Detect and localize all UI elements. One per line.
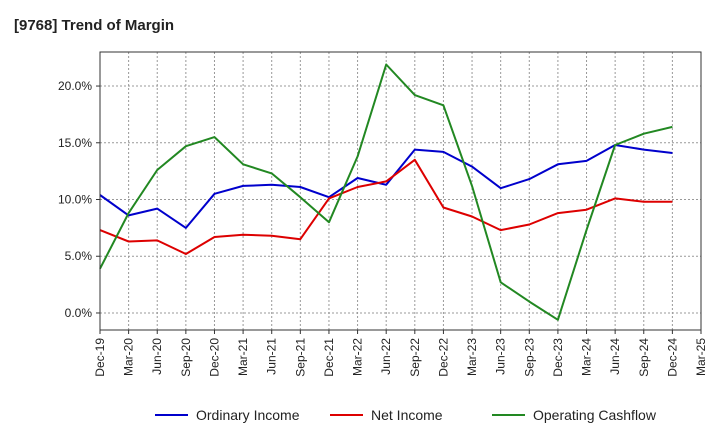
x-tick-label: Jun-23: [494, 338, 508, 375]
legend-label-operating-cashflow: Operating Cashflow: [533, 407, 657, 423]
x-tick-label: Jun-20: [150, 338, 164, 375]
x-tick-label: Sep-21: [293, 338, 307, 377]
x-axis-ticks: Dec-19 Mar-20 Jun-20 Sep-20 Dec-20 Mar-21 Jun-…: [93, 330, 708, 377]
x-tick-label: Sep-20: [179, 338, 193, 377]
x-tick-label: Dec-24: [665, 338, 679, 377]
x-tick-label: Mar-24: [580, 338, 594, 376]
series-layer: [99, 63, 673, 321]
x-tick-label: Mar-21: [236, 338, 250, 376]
x-tick-label: Dec-20: [207, 338, 221, 377]
x-tick-label: Jun-24: [608, 338, 622, 375]
y-tick-label: 10.0%: [58, 193, 92, 207]
y-tick-label: 15.0%: [58, 136, 92, 150]
series-line-ordinary-income: [99, 144, 673, 229]
y-axis-ticks: 0.0% 5.0% 10.0% 15.0% 20.0%: [58, 79, 100, 320]
x-tick-label: Dec-19: [93, 338, 107, 377]
x-tick-label: Jun-21: [265, 338, 279, 375]
legend-label-ordinary-income: Ordinary Income: [196, 407, 300, 423]
series-line-operating-cashflow: [99, 63, 673, 321]
x-tick-label: Mar-25: [694, 338, 708, 376]
x-tick-label: Dec-22: [436, 338, 450, 377]
x-tick-label: Dec-23: [551, 338, 565, 377]
plot-frame: [99, 51, 702, 331]
y-tick-label: 20.0%: [58, 79, 92, 93]
x-tick-label: Sep-23: [522, 338, 536, 377]
x-tick-label: Sep-22: [408, 338, 422, 377]
x-tick-label: Mar-20: [122, 338, 136, 376]
x-tick-label: Mar-23: [465, 338, 479, 376]
y-tick-label: 0.0%: [65, 306, 93, 320]
y-tick-label: 5.0%: [65, 249, 93, 263]
chart-title: [9768] Trend of Margin: [14, 17, 174, 34]
legend-label-net-income: Net Income: [371, 407, 443, 423]
x-tick-label: Mar-22: [351, 338, 365, 376]
series-line-net-income: [99, 158, 673, 255]
x-tick-label: Dec-21: [322, 338, 336, 377]
x-tick-label: Jun-22: [379, 338, 393, 375]
x-tick-label: Sep-24: [637, 338, 651, 377]
legend: Ordinary Income Net Income Operating Cashf…: [155, 407, 657, 423]
grid-layer: [100, 52, 701, 330]
